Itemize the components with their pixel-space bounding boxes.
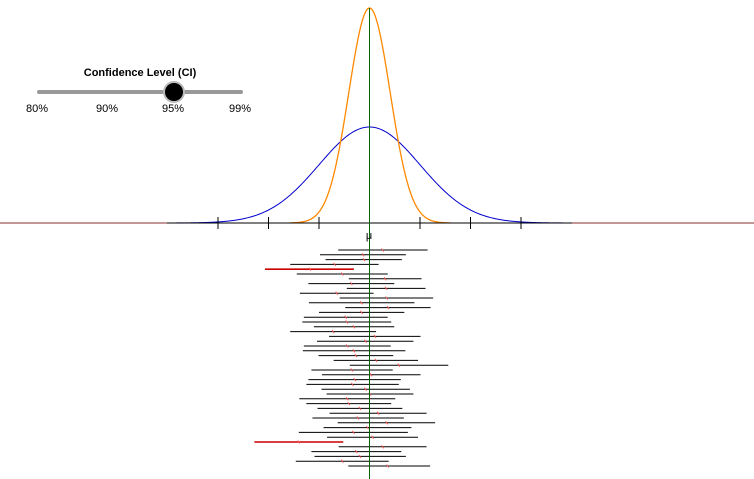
- sample-mean-marker: [385, 421, 389, 425]
- sample-mean-marker: [340, 459, 344, 463]
- sample-mean-marker: [308, 267, 312, 271]
- sample-mean-marker: [374, 358, 378, 363]
- slider-tick-99: 99%: [228, 103, 252, 115]
- sample-mean-marker: [358, 454, 362, 459]
- sample-mean-marker: [362, 257, 366, 262]
- sample-mean-marker: [364, 387, 367, 391]
- sample-mean-marker: [331, 329, 335, 334]
- sample-mean-marker: [297, 440, 301, 444]
- sample-mean-marker: [373, 334, 377, 339]
- sample-mean-marker: [353, 377, 357, 382]
- sample-mean-marker: [356, 416, 360, 420]
- confidence-intervals: [254, 248, 449, 468]
- confidence-slider-thumb[interactable]: [165, 83, 183, 101]
- sample-mean-marker: [381, 248, 385, 252]
- sample-mean-marker: [358, 406, 362, 411]
- sample-mean-marker: [369, 373, 373, 377]
- sample-mean-marker: [397, 363, 401, 367]
- sample-mean-marker: [335, 291, 339, 295]
- sample-mean-marker: [350, 368, 354, 372]
- slider-tick-95: 95%: [161, 103, 185, 115]
- confidence-level-title: Confidence Level (CI): [83, 67, 197, 79]
- sample-mean-marker: [360, 301, 363, 305]
- sample-mean-marker: [364, 339, 367, 343]
- confidence-slider-track[interactable]: [37, 90, 243, 94]
- sample-mean-marker: [354, 353, 358, 358]
- sample-mean-marker: [333, 262, 337, 267]
- sample-mean-marker: [352, 325, 356, 329]
- sample-mean-marker: [360, 310, 363, 315]
- sample-mean-marker: [350, 382, 354, 387]
- sample-mean-marker: [361, 253, 365, 257]
- sample-mean-marker: [385, 296, 389, 300]
- sample-mean-marker: [386, 464, 390, 468]
- sample-mean-marker: [386, 305, 390, 310]
- sample-mean-marker: [352, 349, 356, 353]
- sample-mean-marker: [345, 320, 349, 324]
- sample-mean-marker: [366, 425, 369, 430]
- slider-tick-80: 80%: [25, 103, 49, 115]
- sample-mean-marker: [371, 435, 374, 439]
- sample-mean-marker: [383, 277, 387, 281]
- sample-mean-marker: [376, 411, 380, 415]
- sample-mean-marker: [349, 281, 353, 286]
- sample-mean-marker: [344, 315, 348, 319]
- sample-mean-marker: [345, 344, 349, 348]
- sample-mean-marker: [381, 445, 385, 449]
- sample-mean-marker: [345, 397, 349, 401]
- mu-label: μ: [365, 230, 373, 242]
- sample-mean-marker: [340, 272, 344, 276]
- number-axis: [0, 217, 754, 229]
- slider-tick-90: 90%: [95, 103, 119, 115]
- sample-mean-marker: [354, 449, 358, 454]
- sample-mean-marker: [384, 286, 388, 291]
- sample-mean-marker: [351, 430, 355, 435]
- sample-mean-marker: [347, 401, 351, 406]
